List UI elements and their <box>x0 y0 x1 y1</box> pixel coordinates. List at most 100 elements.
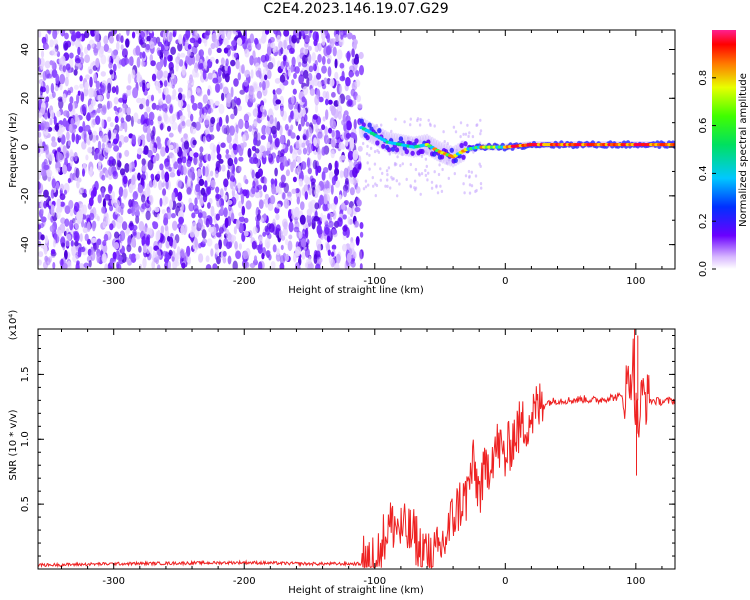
spectrogram-noise-cell <box>275 88 282 95</box>
spectrogram-noise-cell <box>188 202 195 212</box>
spectrogram-y-tick-label: -20 <box>20 188 31 204</box>
spectrogram-noise-cell <box>298 123 302 132</box>
spectrogram-noise-cell <box>189 229 195 238</box>
spectrogram-noise-cell <box>267 61 274 70</box>
spectrogram-noise-cell <box>106 100 110 110</box>
spectrogram-noise-cell <box>185 55 189 64</box>
spectrogram-noise-cell <box>396 155 399 159</box>
spectrogram-noise-cell <box>332 209 337 220</box>
spectrogram-noise-cell <box>108 184 113 192</box>
spectrogram-noise-cell <box>72 230 78 236</box>
spectrogram-noise-cell <box>143 88 148 96</box>
spectrogram-noise-cell <box>242 141 247 148</box>
spectrogram-noise-cell <box>75 133 80 145</box>
spectrogram-noise-cell <box>127 235 132 246</box>
spectrogram-noise-cell <box>416 117 420 121</box>
spectrogram-noise-cell <box>293 252 297 263</box>
spectrogram-noise-cell <box>119 107 124 119</box>
spectrogram-noise-cell <box>264 74 268 81</box>
spectrogram-noise-cell <box>183 133 188 140</box>
spectrogram-noise-cell <box>197 37 202 44</box>
spectrogram-noise-cell <box>479 132 482 136</box>
spectrogram-noise-cell <box>349 161 354 167</box>
spectrogram-noise-cell <box>198 253 204 263</box>
spectrogram-noise-cell <box>164 50 170 57</box>
spectrogram-noise-cell <box>187 49 192 57</box>
spectrogram-noise-cell <box>214 83 221 93</box>
spectrogram-noise-cell <box>255 70 261 78</box>
spectrogram-noise-cell <box>293 72 297 79</box>
spectrogram-noise-cell <box>128 162 133 173</box>
spectrogram-noise-cell <box>168 166 172 172</box>
spectrogram-noise-cell <box>57 96 64 102</box>
spectrogram-frame <box>37 29 676 270</box>
spectrogram-noise-cell <box>411 138 414 142</box>
spectrogram-noise-cell <box>160 225 165 234</box>
spectrogram-noise-cell <box>334 179 341 188</box>
spectrogram-noise-cell <box>168 249 173 256</box>
spectrogram-noise-cell <box>277 150 281 157</box>
spectrogram-noise-cell <box>436 191 440 195</box>
spectrogram-noise-cell <box>136 56 141 68</box>
spectrogram-noise-cell <box>252 226 258 235</box>
spectrogram-noise-cell <box>152 156 157 164</box>
spectrogram-noise-cell <box>230 113 235 120</box>
spectrogram-noise-cell <box>283 221 288 230</box>
spectrogram-noise-cell <box>172 239 177 250</box>
colorbar-tick-label: 0.8 <box>698 70 709 86</box>
spectrogram-noise-cell <box>317 131 323 139</box>
spectrogram-noise-cell <box>447 158 451 162</box>
spectrogram-noise-cell <box>303 47 309 56</box>
spectrogram-noise-cell <box>253 121 258 127</box>
spectrogram-noise-cell <box>151 147 157 153</box>
spectrogram-signal-cell <box>361 122 366 128</box>
spectrogram-noise-cell <box>443 140 446 144</box>
spectrogram-noise-cell <box>353 119 357 130</box>
spectrogram-noise-cell <box>337 217 343 227</box>
spectrogram-noise-cell <box>59 193 66 201</box>
spectrogram-noise-cell <box>181 262 186 269</box>
spectrogram-noise-cell <box>125 38 130 48</box>
spectrogram-noise-cell <box>330 184 334 195</box>
spectrogram-noise-cell <box>230 181 234 190</box>
spectrogram-noise-cell <box>233 52 239 59</box>
spectrogram-noise-cell <box>103 43 110 53</box>
spectrogram-noise-cell <box>172 220 178 231</box>
spectrogram-noise-cell <box>88 260 92 268</box>
spectrogram-noise-cell <box>225 149 229 155</box>
spectrogram-noise-cell <box>359 231 364 238</box>
spectrogram-noise-cell <box>128 56 134 66</box>
spectrogram-x-tick-label: -300 <box>102 276 125 287</box>
spectrogram-noise-cell <box>123 136 129 143</box>
spectrogram-noise-cell <box>453 172 456 176</box>
spectrogram-noise-cell <box>149 246 153 254</box>
spectrogram-noise-cell <box>91 146 95 156</box>
spectrogram-noise-cell <box>405 177 408 181</box>
spectrogram-noise-cell <box>125 58 130 65</box>
spectrogram-noise-cell <box>86 221 91 232</box>
spectrogram-noise-cell <box>326 58 331 65</box>
spectrogram-noise-cell <box>292 176 297 183</box>
spectrogram-noise-cell <box>328 220 334 228</box>
spectrogram-noise-cell <box>297 103 301 113</box>
spectrogram-y-tick-label: 20 <box>20 92 31 105</box>
spectrogram-noise-cell <box>100 107 107 116</box>
spectrogram-noise-cell <box>228 142 233 150</box>
spectrogram-noise-cell <box>64 32 69 40</box>
spectrogram-noise-cell <box>126 106 131 116</box>
spectrogram-noise-cell <box>70 240 74 247</box>
spectrogram-noise-cell <box>373 162 377 166</box>
spectrogram-noise-cell <box>386 184 389 188</box>
spectrogram-noise-cell <box>459 121 463 125</box>
spectrogram-noise-cell <box>264 193 269 200</box>
spectrogram-noise-cell <box>51 178 56 189</box>
spectrogram-noise-cell <box>89 212 95 221</box>
spectrogram-noise-cell <box>292 159 297 168</box>
spectrogram-noise-cell <box>424 173 428 177</box>
spectrogram-noise-cell <box>193 152 199 158</box>
spectrogram-noise-cell <box>52 30 58 40</box>
spectrogram-noise-cell <box>40 63 44 71</box>
spectrogram-noise-cell <box>164 224 169 232</box>
spectrogram-noise-cell <box>81 131 87 140</box>
spectrogram-noise-cell <box>40 208 44 215</box>
